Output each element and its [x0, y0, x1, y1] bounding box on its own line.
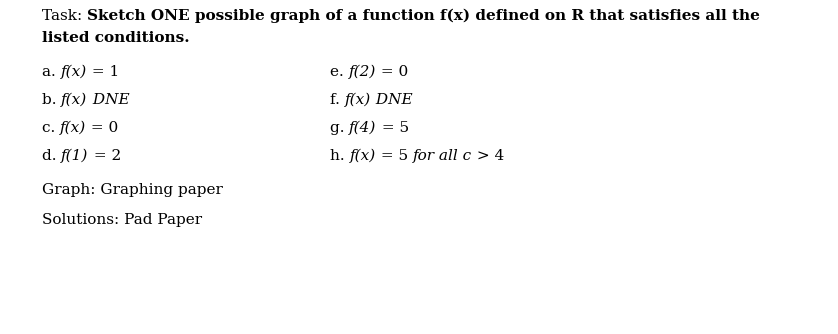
Text: f(x): f(x) [60, 64, 87, 79]
Text: = 5: = 5 [377, 121, 409, 135]
Text: DNE: DNE [371, 93, 412, 107]
Text: d.: d. [42, 149, 61, 163]
Text: f(x): f(x) [61, 93, 88, 107]
Text: for all c: for all c [413, 149, 472, 163]
Text: c.: c. [42, 121, 60, 135]
Text: f(x): f(x) [344, 93, 371, 107]
Text: h.: h. [330, 149, 349, 163]
Text: listed conditions.: listed conditions. [42, 31, 189, 45]
Text: g.: g. [330, 121, 349, 135]
Text: Task:: Task: [42, 9, 87, 23]
Text: = 1: = 1 [87, 65, 119, 79]
Text: f.: f. [330, 93, 344, 107]
Text: f(x): f(x) [349, 149, 375, 163]
Text: Graph: Graphing paper: Graph: Graphing paper [42, 183, 223, 197]
Text: b.: b. [42, 93, 61, 107]
Text: a.: a. [42, 65, 60, 79]
Text: f(2): f(2) [349, 64, 376, 79]
Text: f(4): f(4) [349, 121, 377, 135]
Text: = 0: = 0 [376, 65, 408, 79]
Text: > 4: > 4 [472, 149, 504, 163]
Text: f(1): f(1) [61, 149, 89, 163]
Text: e.: e. [330, 65, 349, 79]
Text: = 0: = 0 [86, 121, 119, 135]
Text: Solutions: Pad Paper: Solutions: Pad Paper [42, 213, 202, 227]
Text: f(x): f(x) [60, 121, 86, 135]
Text: = 2: = 2 [89, 149, 121, 163]
Text: = 5: = 5 [375, 149, 413, 163]
Text: Sketch ONE possible graph of a function f(x) defined on R that satisfies all the: Sketch ONE possible graph of a function … [87, 9, 760, 23]
Text: DNE: DNE [88, 93, 129, 107]
